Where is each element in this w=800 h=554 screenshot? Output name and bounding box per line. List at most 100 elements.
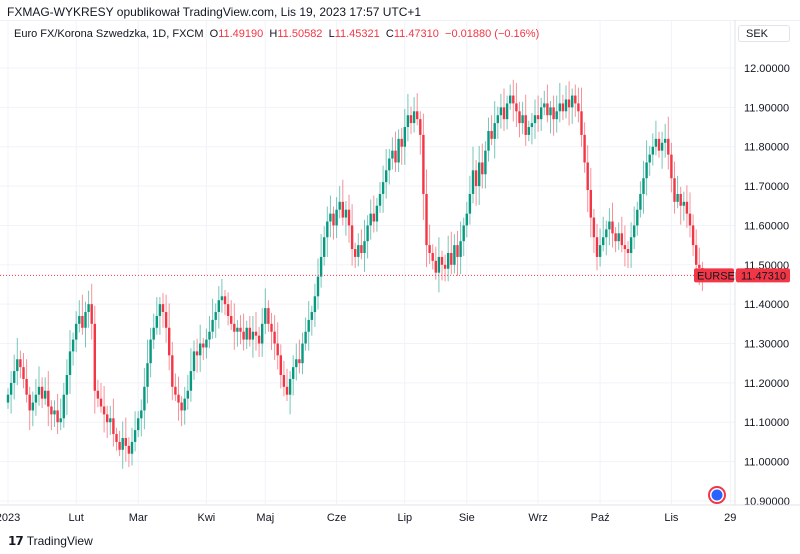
candle	[230, 300, 233, 331]
candle	[561, 94, 565, 120]
candle	[648, 145, 651, 176]
candle-body	[567, 99, 571, 108]
candle	[295, 343, 298, 381]
candlestick-chart[interactable]: 12.00000 11.90000 11.80000 11.70000 11.60000…	[0, 0, 800, 530]
candle	[440, 250, 444, 281]
candle-body	[341, 201, 344, 218]
candle	[183, 386, 186, 425]
candle	[636, 201, 639, 236]
price-badge	[736, 268, 790, 283]
candle	[434, 246, 437, 280]
candle	[447, 235, 450, 282]
candle-body	[164, 312, 168, 328]
candle	[428, 224, 431, 265]
candle-body	[397, 138, 400, 163]
candle-body	[381, 182, 385, 194]
candle-body	[202, 343, 205, 348]
candle-body	[130, 441, 134, 454]
candle-body	[629, 237, 633, 253]
candle-body	[245, 327, 248, 340]
candle	[316, 258, 320, 310]
candle-body	[34, 394, 38, 403]
candle	[564, 85, 568, 119]
candle	[354, 242, 357, 268]
candle	[425, 169, 428, 268]
candle-body	[313, 296, 317, 313]
candle-body	[40, 386, 44, 399]
currency-button[interactable]: SEK	[738, 25, 790, 42]
candle	[59, 398, 62, 431]
candle-body	[490, 130, 493, 139]
candle-body	[453, 245, 456, 265]
candle-body	[434, 260, 437, 273]
candle-body	[670, 154, 673, 179]
candle-body	[440, 256, 444, 265]
candle-body	[515, 103, 518, 112]
candle	[571, 88, 574, 124]
candle	[375, 197, 379, 232]
candle-body	[28, 394, 31, 411]
candle	[152, 313, 155, 350]
candle-body	[68, 351, 72, 376]
candle	[254, 312, 258, 351]
candle-body	[698, 264, 701, 268]
candle	[657, 131, 661, 158]
close-label: C	[385, 28, 394, 40]
change-value: −0.01880 (−0.16%)	[445, 28, 540, 40]
candle	[171, 341, 174, 401]
candle	[369, 199, 372, 240]
candle-body	[87, 304, 90, 313]
candle-body	[220, 296, 224, 301]
candle-body	[31, 402, 34, 411]
candle-body	[264, 308, 267, 324]
candle	[288, 371, 292, 415]
candle-body	[350, 225, 354, 250]
candle	[22, 352, 25, 389]
candle-body	[360, 245, 363, 253]
candle	[437, 237, 441, 293]
candle	[208, 315, 211, 349]
time-tick-label: Maj	[256, 512, 274, 524]
candle-body	[127, 445, 131, 454]
price-tick-label: 11.20000	[744, 378, 789, 390]
candle-body	[403, 127, 406, 147]
candle-body	[279, 355, 282, 376]
candle-body	[304, 331, 307, 344]
footer-brand[interactable]: TradingView	[26, 534, 93, 548]
candle-body	[282, 375, 286, 387]
candle	[223, 289, 227, 316]
candle-body	[487, 130, 490, 151]
candle	[236, 319, 239, 347]
candle	[670, 142, 673, 193]
candle	[360, 229, 363, 260]
price-text: 11.47310	[741, 270, 786, 282]
candle	[93, 305, 96, 414]
candle	[394, 131, 397, 172]
candle	[205, 328, 208, 359]
time-tick-label: Lip	[397, 512, 412, 524]
candle-body	[168, 327, 171, 356]
candle	[313, 283, 317, 327]
candle-body	[447, 252, 450, 269]
candle-body	[248, 327, 251, 340]
time-axis[interactable]: 2023 Lut Mar Kwi Maj Cze Lip Sie Wrz Paź Lis 29	[0, 504, 800, 524]
candle-body	[137, 418, 140, 431]
price-axis[interactable]: 12.00000 11.90000 11.80000 11.70000 11.60000…	[734, 20, 790, 508]
price-tick-label: 10.90000	[744, 496, 790, 508]
candle	[412, 97, 416, 133]
candle	[645, 140, 648, 196]
candle-body	[388, 158, 391, 171]
candle	[310, 305, 313, 336]
candle	[580, 87, 583, 147]
candle-body	[236, 327, 239, 332]
candle-body	[44, 390, 47, 399]
candle-body	[673, 178, 676, 202]
candle-body	[549, 107, 552, 116]
candle-body	[422, 134, 425, 194]
event-icon[interactable]	[708, 486, 726, 504]
candle	[180, 396, 183, 427]
candle	[155, 297, 158, 335]
candle	[78, 300, 81, 333]
candle-body	[186, 390, 189, 399]
candle	[307, 301, 310, 351]
